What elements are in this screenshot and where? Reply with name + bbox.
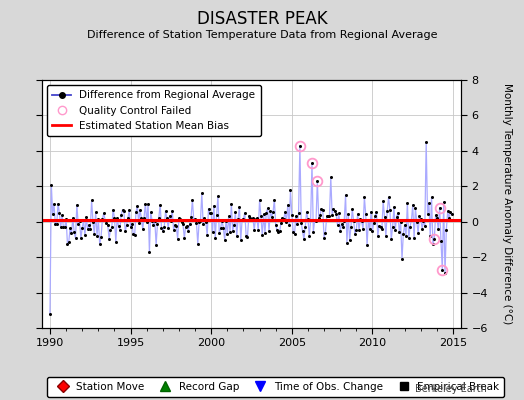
Y-axis label: Monthly Temperature Anomaly Difference (°C): Monthly Temperature Anomaly Difference (… [502,83,512,325]
Text: Berkeley Earth: Berkeley Earth [416,384,487,394]
Legend: Station Move, Record Gap, Time of Obs. Change, Empirical Break: Station Move, Record Gap, Time of Obs. C… [47,377,505,397]
Text: Difference of Station Temperature Data from Regional Average: Difference of Station Temperature Data f… [87,30,437,40]
Text: DISASTER PEAK: DISASTER PEAK [196,10,328,28]
